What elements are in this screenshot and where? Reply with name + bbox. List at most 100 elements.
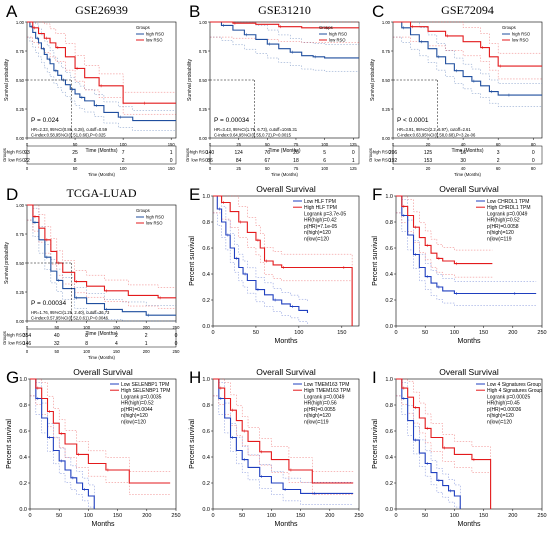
y-tick-label: 0.0	[202, 324, 210, 330]
legend-label: Low HLF TPM	[304, 199, 336, 205]
risk-x-tick: 150	[168, 166, 176, 171]
stat-line: HR=3.43, 95%CI(1.75, 6.73), cutoff=1045.…	[214, 127, 298, 132]
x-tick-label: 200	[508, 513, 517, 519]
y-tick-label: 0.0	[202, 507, 210, 513]
y-tick-label: 0.00	[16, 319, 25, 324]
x-axis-label: Months	[275, 338, 298, 345]
x-tick-label: 0	[394, 330, 397, 336]
risk-row-name: low RSO	[8, 158, 25, 163]
stat-line: p(HR)=0.0044	[121, 407, 153, 413]
chart-title: GSE72094	[441, 3, 494, 17]
risk-row-name: low RSO	[191, 158, 208, 163]
legend-label: high RSO	[146, 215, 165, 220]
x-tick-label: 50	[253, 330, 259, 336]
x-tick-label: 100	[84, 513, 93, 519]
risk-count: 32	[54, 341, 60, 347]
ci-lower-2	[27, 219, 176, 309]
y-tick-label: 1.0	[385, 377, 393, 383]
risk-x-tick: 0	[392, 166, 395, 171]
ci-lower-1	[213, 212, 308, 325]
km-curve-2	[396, 195, 493, 265]
ci-upper-2	[213, 378, 354, 472]
y-tick-label: 0.50	[382, 78, 391, 83]
risk-count: 192	[389, 158, 398, 164]
x-tick-label: 50	[265, 142, 270, 147]
legend-title: Groups	[136, 25, 150, 30]
y-tick-label: 0.25	[16, 107, 25, 112]
stat-line: Logrank p=0.0049	[487, 212, 528, 218]
risk-x-tick: 250	[173, 349, 181, 354]
y-axis-label: Survival probability	[4, 59, 10, 101]
risk-x-tick: 100	[321, 166, 329, 171]
ci-lower-2	[396, 395, 491, 509]
stat-line: Logrank p=3.7e-05	[304, 212, 346, 218]
stat-line: HR(high)=0.52	[487, 218, 520, 224]
stat-line: n(low)=120	[487, 419, 512, 425]
risk-row-name: low RSO	[8, 341, 25, 346]
risk-x-label: Time (Months)	[271, 172, 298, 177]
risk-count: 84	[236, 158, 242, 164]
stat-line: C-index:0.63,95%CI(0.58,0.68),P=3.2e-06	[397, 133, 476, 138]
panel-letter: D	[6, 185, 18, 204]
x-tick-label: 150	[168, 142, 176, 147]
x-tick-label: 50	[73, 142, 78, 147]
legend-title: Groups	[502, 25, 516, 30]
y-tick-label: 0.25	[16, 290, 25, 295]
risk-count: 0	[175, 333, 178, 339]
x-tick-label: 40	[461, 142, 466, 147]
risk-count: 40	[54, 333, 60, 339]
y-tick-label: 0.6	[19, 429, 27, 435]
risk-count: 93	[24, 150, 30, 156]
risk-x-tick: 50	[73, 166, 78, 171]
risk-table-ylabel: Groups	[2, 331, 7, 345]
risk-count: 2	[497, 158, 500, 164]
y-tick-label: 1.00	[382, 20, 391, 25]
y-tick-label: 0.4	[385, 272, 393, 278]
risk-x-label: Time (Months)	[454, 172, 481, 177]
x-tick-label: 0	[211, 330, 214, 336]
p-value: P = 0.00034	[31, 300, 67, 307]
x-tick-label: 100	[321, 142, 329, 147]
legend-label: high RSO	[329, 32, 348, 37]
stat-line: C-index:0.58,95%CI(0.51,0.66),P=0.025	[31, 133, 106, 138]
ci-upper-2	[30, 378, 171, 472]
ci-lower-1	[396, 212, 537, 306]
p-value: P = 0.024	[31, 117, 59, 124]
y-tick-label: 0.8	[19, 403, 27, 409]
risk-row-name: low RSO	[374, 158, 391, 163]
risk-table-frame	[26, 328, 177, 348]
panel-letter: I	[372, 368, 377, 387]
p-value: P = 0.00034	[214, 117, 250, 124]
stat-line: HR(high)=0.42	[304, 218, 337, 224]
stat-line: HR=3.91, 95%CI(2.2, 6.97), cutoff=2.61	[397, 127, 471, 132]
y-tick-label: 0.6	[202, 246, 210, 252]
risk-count: 4	[115, 341, 118, 347]
x-tick-label: 100	[450, 330, 459, 336]
y-tick-label: 1.00	[16, 20, 25, 25]
ci-upper-1	[213, 378, 354, 483]
x-tick-label: 50	[56, 513, 62, 519]
risk-count: 8	[85, 333, 88, 339]
y-tick-label: 0.4	[19, 455, 27, 461]
ci-lower-1	[396, 395, 461, 509]
y-tick-label: 0.75	[16, 49, 25, 54]
legend-label: low RSO	[146, 221, 163, 226]
panel-i: I Overall Survival 0.0 0.2 0.4 0.6 0.8 1.0 0 50 10…	[372, 367, 547, 528]
stat-line: HR=2.33, 95%CI(0.86, 6.28), cutoff=0.59	[31, 127, 108, 132]
risk-count: 3	[497, 150, 500, 156]
legend-title: Groups	[136, 208, 150, 213]
y-tick-label: 1.00	[199, 20, 208, 25]
y-tick-label: 0.75	[382, 49, 391, 54]
y-tick-label: 1.00	[16, 203, 25, 208]
ci-lower-1	[393, 36, 542, 107]
km-curve-1	[27, 204, 176, 316]
panel-letter: G	[6, 368, 19, 387]
stat-line: Logrank p=0.0049	[304, 395, 345, 401]
y-axis-label: Percent survival	[189, 419, 196, 469]
panel-f: F Overall Survival 0.0 0.2 0.4 0.6 0.8 1.0 0 50 10…	[372, 184, 547, 345]
legend-label: low RSO	[146, 38, 163, 43]
risk-count: 26	[293, 150, 299, 156]
stat-line: p(HR)=0.0055	[304, 407, 336, 413]
